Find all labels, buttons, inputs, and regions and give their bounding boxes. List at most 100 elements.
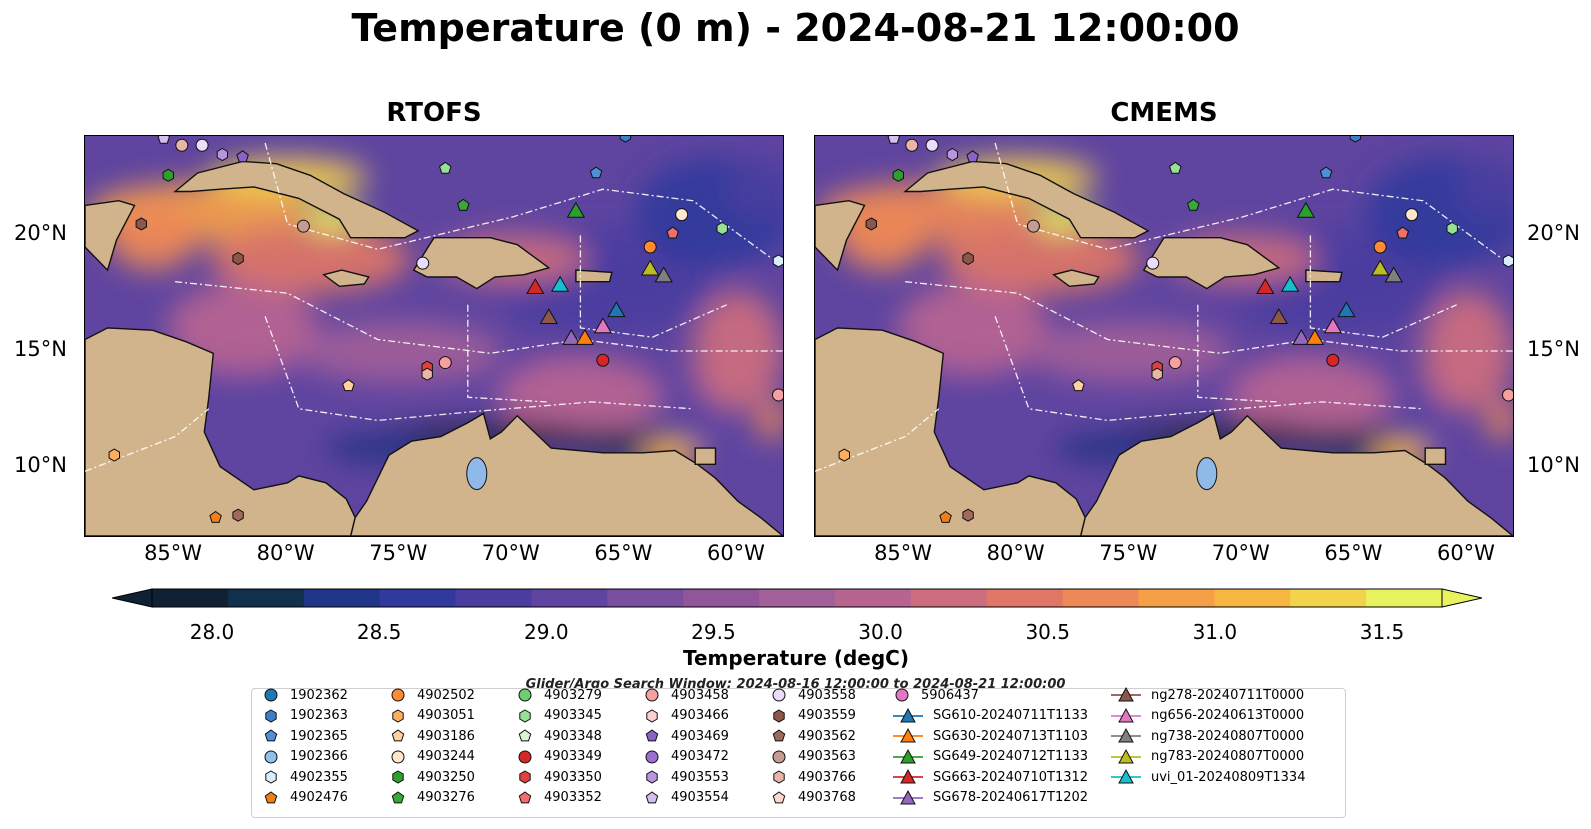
colorbar-tick-label: 28.0 xyxy=(189,620,235,644)
observation-marker xyxy=(539,308,558,324)
legend-label: 4902502 xyxy=(417,687,475,703)
legend-label: 4903186 xyxy=(417,728,475,744)
legend-label: 4903349 xyxy=(544,749,602,764)
y-tick-label: 15°N xyxy=(14,337,67,362)
legend-label: 4903244 xyxy=(417,749,475,764)
observation-marker xyxy=(1323,317,1343,334)
legend-marker xyxy=(264,750,278,763)
colorbar-segment xyxy=(227,589,305,607)
legend-label: 1902362 xyxy=(290,687,348,703)
observation-marker xyxy=(1168,356,1182,370)
legend-marker xyxy=(893,768,923,784)
observation-marker xyxy=(1280,275,1300,292)
observation-marker xyxy=(421,367,433,381)
observation-marker xyxy=(962,508,974,522)
legend-marker xyxy=(519,708,531,723)
colorbar-label: Temperature (degC) xyxy=(683,646,909,670)
observation-marker xyxy=(1269,308,1288,324)
observation-marker xyxy=(526,278,545,294)
legend-label: 4903350 xyxy=(544,769,602,785)
observation-marker xyxy=(1337,301,1356,318)
observation-marker xyxy=(1396,226,1409,239)
observation-marker xyxy=(1446,221,1458,236)
legend-item: 1902363 xyxy=(262,706,348,726)
colorbar-segment xyxy=(759,589,836,607)
legend-item: 4903559 xyxy=(770,706,856,726)
colorbar-extend-low xyxy=(112,588,153,608)
x-tick-label: 60°W xyxy=(1436,541,1495,565)
legend-marker xyxy=(264,729,278,742)
colorbar-segment xyxy=(986,589,1064,607)
legend-label: 4903279 xyxy=(544,687,602,703)
observation-marker xyxy=(232,508,244,522)
legend-item: 4903349 xyxy=(516,747,602,767)
legend-item: 4903553 xyxy=(643,767,729,787)
colorbar-tick-label: 29.0 xyxy=(524,620,569,644)
legend-item: 4903051 xyxy=(389,706,475,726)
legend-marker xyxy=(518,790,532,803)
observation-marker xyxy=(643,240,657,254)
legend-label: ng783-20240807T0000 xyxy=(1151,749,1305,764)
legend-item: 4903466 xyxy=(643,706,729,726)
legend-item: 4902355 xyxy=(262,767,348,787)
legend-label: 5906437 xyxy=(921,687,979,703)
y-tick-label: 10°N xyxy=(1527,452,1580,477)
observation-marker xyxy=(550,275,570,292)
legend-marker xyxy=(773,708,785,723)
legend-marker xyxy=(518,688,532,702)
legend-label: 4903562 xyxy=(798,728,856,744)
panel-title-cmems: CMEMS xyxy=(1110,98,1218,128)
colorbar-segment xyxy=(1290,589,1367,607)
legend-item: 4903768 xyxy=(770,788,856,808)
observation-marker xyxy=(566,201,586,218)
legend-label: 1902363 xyxy=(290,708,348,723)
panel-title-rtofs: RTOFS xyxy=(386,98,482,128)
y-tick-label: 10°N xyxy=(14,452,67,477)
legend-item: 1902366 xyxy=(262,747,348,767)
legend-marker xyxy=(392,708,404,723)
legend-marker xyxy=(391,688,405,702)
observation-marker xyxy=(175,138,189,152)
observation-marker xyxy=(771,388,783,402)
observation-marker xyxy=(1349,136,1362,143)
rtofs-map-panel xyxy=(84,135,784,537)
x-tick-label: 70°W xyxy=(1211,541,1270,565)
observation-marker xyxy=(619,136,632,143)
observation-marker xyxy=(838,448,850,462)
legend-marker xyxy=(391,729,405,742)
observation-marker xyxy=(157,136,171,144)
colorbar-tick-label: 30.5 xyxy=(1025,620,1070,644)
legend-marker xyxy=(518,729,532,742)
colorbar-segment xyxy=(683,589,760,607)
observation-marker xyxy=(108,448,120,462)
legend-label: 4903472 xyxy=(671,749,729,764)
colorbar-segment xyxy=(1062,589,1139,607)
legend-marker xyxy=(895,688,909,702)
legend-item: 4903279 xyxy=(516,685,602,705)
legend-item: SG630-20240713T1103 xyxy=(893,726,1088,746)
legend-item: ng656-20240613T0000 xyxy=(1111,706,1304,726)
observation-marker xyxy=(939,510,952,523)
legend-label: 4903558 xyxy=(798,687,856,703)
legend-label: 4903352 xyxy=(544,790,602,805)
observation-marker xyxy=(1026,219,1040,233)
observation-marker xyxy=(1146,256,1160,270)
legend-label: 4903469 xyxy=(671,728,729,744)
observation-marker xyxy=(1373,240,1387,254)
observation-marker xyxy=(1405,208,1419,222)
legend-item: ng738-20240807T0000 xyxy=(1111,726,1304,746)
legend-item: 4903345 xyxy=(516,706,602,726)
colorbar-segment xyxy=(1214,589,1291,607)
legend-item: 4903250 xyxy=(389,767,475,787)
legend-label: 4903466 xyxy=(671,708,729,723)
x-tick-label: 65°W xyxy=(594,541,653,565)
colorbar-extend-high xyxy=(1441,588,1482,608)
observation-marker xyxy=(1326,353,1340,367)
colorbar xyxy=(112,588,1482,608)
observation-marker xyxy=(1502,254,1513,268)
legend-label: 1902366 xyxy=(290,749,348,764)
legend-label: SG630-20240713T1103 xyxy=(933,728,1089,744)
colorbar-tick-label: 31.5 xyxy=(1359,620,1405,644)
observation-marker xyxy=(892,168,904,182)
legend-marker xyxy=(646,708,658,723)
